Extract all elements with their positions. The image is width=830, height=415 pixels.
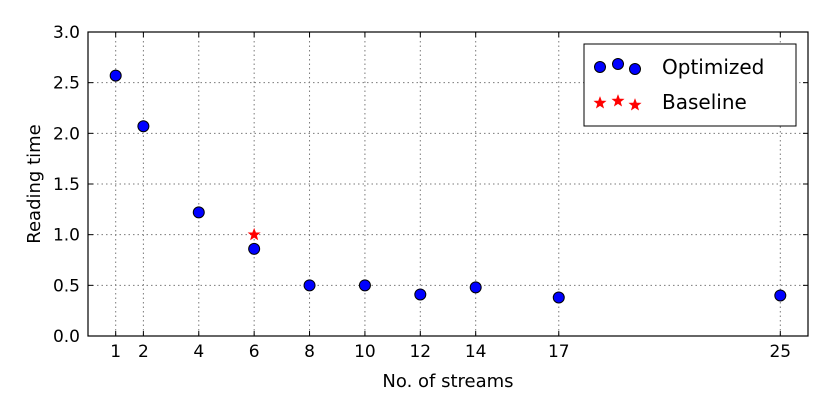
y-tick-label: 0.5 bbox=[53, 276, 80, 296]
legend-star-marker bbox=[611, 94, 625, 107]
optimized-point bbox=[414, 288, 427, 301]
optimized-point bbox=[192, 206, 205, 219]
legend-label-baseline: Baseline bbox=[662, 90, 747, 114]
x-tick-label: 2 bbox=[138, 342, 149, 362]
y-tick-label: 2.5 bbox=[53, 74, 80, 94]
y-axis-label: Reading time bbox=[24, 124, 45, 243]
legend-box bbox=[583, 43, 797, 127]
x-tick-label: 17 bbox=[548, 342, 570, 362]
legend-label-optimized: Optimized bbox=[662, 55, 764, 79]
legend-circle-marker bbox=[594, 61, 606, 73]
optimized-point bbox=[303, 279, 316, 292]
x-tick-label: 6 bbox=[249, 342, 260, 362]
legend-star-marker bbox=[628, 98, 642, 111]
legend: Optimized Baseline bbox=[583, 43, 797, 127]
legend-marker-baseline bbox=[593, 94, 642, 111]
y-tick-label: 0.0 bbox=[53, 327, 80, 347]
x-tick-label: 4 bbox=[193, 342, 204, 362]
y-tick-label: 1.0 bbox=[53, 226, 80, 246]
x-tick-label: 12 bbox=[409, 342, 431, 362]
data-points bbox=[109, 69, 787, 304]
x-tick-label: 10 bbox=[354, 342, 376, 362]
x-axis-label: No. of streams bbox=[382, 371, 513, 392]
ticks: 1 2 4 6 8 10 12 14 17 25 0.0 0.5 1.0 1.5 2.0 2.5 3.0 bbox=[53, 23, 808, 362]
x-tick-label: 1 bbox=[110, 342, 121, 362]
y-tick-label: 2.0 bbox=[53, 124, 80, 144]
legend-star-marker bbox=[593, 96, 607, 109]
y-tick-label: 3.0 bbox=[53, 23, 80, 43]
baseline-point bbox=[247, 227, 261, 241]
legend-marker-optimized bbox=[594, 58, 641, 75]
x-tick-label: 14 bbox=[465, 342, 487, 362]
x-tick-label: 25 bbox=[769, 342, 791, 362]
y-tick-label: 1.5 bbox=[53, 175, 80, 195]
optimized-point bbox=[137, 120, 150, 133]
optimized-point bbox=[109, 69, 122, 82]
optimized-point bbox=[469, 281, 482, 294]
optimized-point bbox=[248, 242, 261, 255]
optimized-point bbox=[774, 289, 787, 302]
optimized-point bbox=[358, 279, 371, 292]
x-tick-label: 8 bbox=[304, 342, 315, 362]
legend-circle-marker bbox=[629, 63, 641, 75]
legend-circle-marker bbox=[612, 58, 624, 70]
optimized-point bbox=[552, 291, 565, 304]
